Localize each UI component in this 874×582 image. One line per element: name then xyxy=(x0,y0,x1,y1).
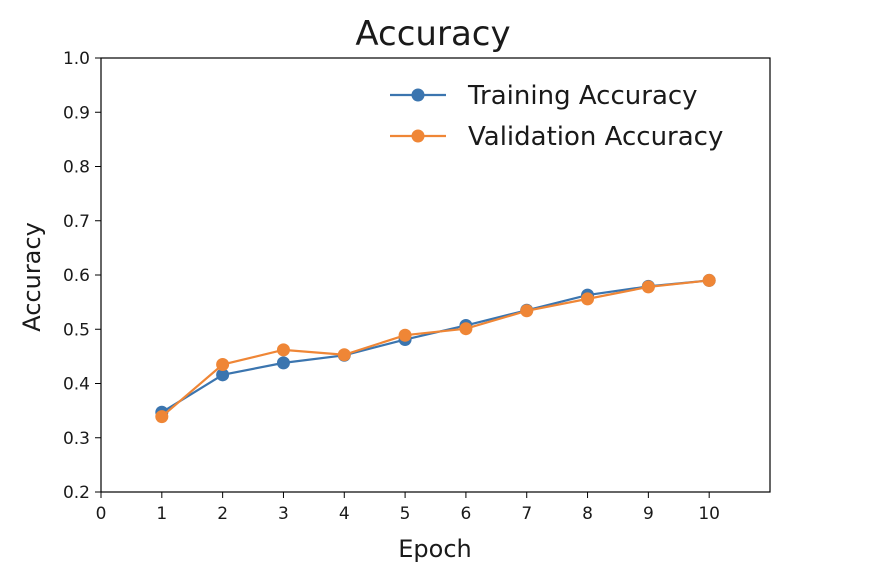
x-axis-label: Epoch xyxy=(398,535,472,563)
x-tick-label: 8 xyxy=(582,504,593,524)
series-layer xyxy=(155,273,716,424)
data-point xyxy=(216,368,230,382)
y-tick-label: 0.8 xyxy=(63,158,90,178)
legend: Training Accuracy Validation Accuracy xyxy=(390,81,723,152)
legend-label: Validation Accuracy xyxy=(468,122,723,152)
data-point xyxy=(216,358,230,372)
x-tick-label: 1 xyxy=(156,504,167,524)
x-tick-label: 2 xyxy=(217,504,228,524)
axis-ticks: 0 1 2 3 4 5 6 7 8 9 10 0.2 0.3 0.4 0.5 0.6 0.7 0.8 0.9 1.0 xyxy=(63,49,720,524)
x-tick-label: 4 xyxy=(339,504,350,524)
legend-label: Training Accuracy xyxy=(467,81,698,111)
y-tick-label: 0.9 xyxy=(63,103,90,123)
data-point xyxy=(398,328,412,342)
y-tick-label: 0.6 xyxy=(63,266,90,286)
y-tick-label: 0.3 xyxy=(63,429,90,449)
y-axis-label: Accuracy xyxy=(18,222,46,332)
data-point xyxy=(337,348,351,362)
x-tick-label: 5 xyxy=(400,504,411,524)
x-tick-label: 10 xyxy=(698,504,720,524)
data-point xyxy=(459,322,473,336)
y-tick-label: 0.7 xyxy=(63,212,90,232)
data-point xyxy=(276,356,290,370)
data-point xyxy=(581,292,595,306)
y-tick-label: 0.4 xyxy=(63,375,90,395)
legend-marker xyxy=(411,129,425,143)
x-tick-label: 7 xyxy=(521,504,532,524)
data-point xyxy=(520,304,534,318)
data-point xyxy=(702,273,716,287)
y-tick-label: 0.2 xyxy=(63,483,90,503)
y-tick-label: 0.5 xyxy=(63,320,90,340)
series-line xyxy=(161,279,710,414)
legend-marker xyxy=(411,88,425,102)
x-tick-label: 6 xyxy=(460,504,471,524)
plot-frame xyxy=(100,57,771,493)
chart-title: Accuracy xyxy=(355,14,510,54)
data-point xyxy=(641,280,655,294)
y-tick-label: 1.0 xyxy=(63,49,90,69)
series-line xyxy=(161,279,710,418)
data-point xyxy=(155,410,169,424)
x-tick-label: 9 xyxy=(643,504,654,524)
x-tick-label: 0 xyxy=(96,504,107,524)
data-point xyxy=(276,343,290,357)
x-tick-label: 3 xyxy=(278,504,289,524)
